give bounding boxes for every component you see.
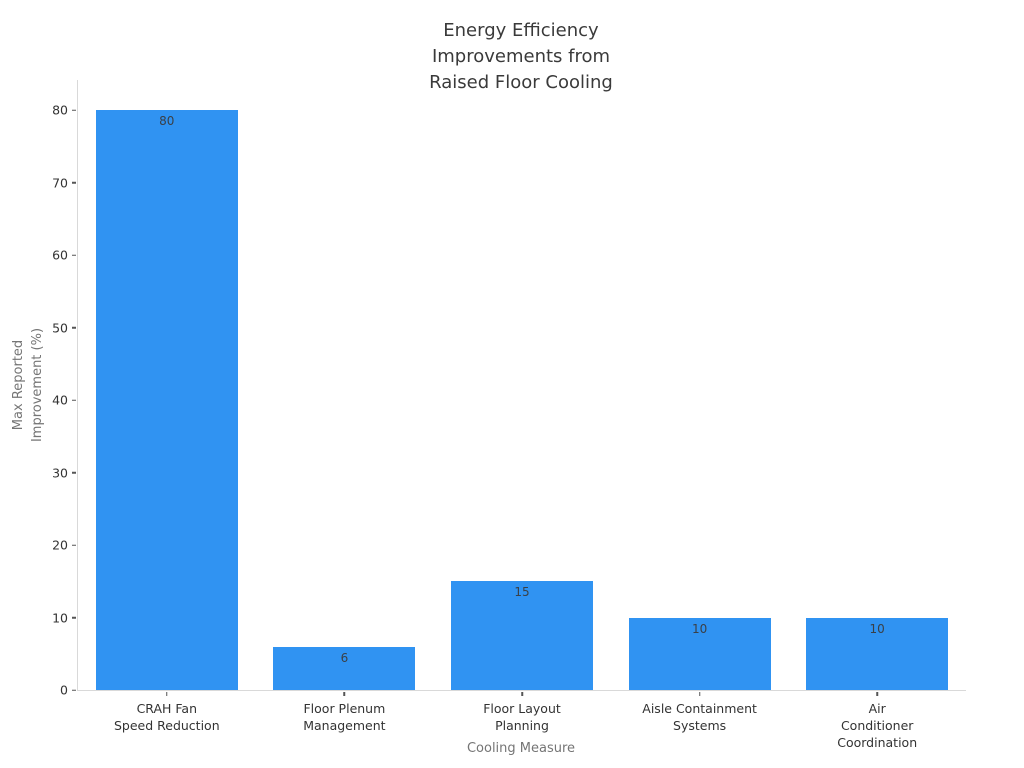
y-tick-mark: [72, 689, 76, 691]
bar-value-label: 15: [514, 585, 530, 600]
x-axis-label: Cooling Measure: [466, 741, 576, 756]
y-tick-label: 20: [52, 537, 68, 553]
plot-area: 0 10 20 30 40 50 60 70 80 80 CRAH Fan Speed Reduct…: [52, 80, 966, 750]
bar: 80: [95, 110, 238, 690]
x-tick-mark: [698, 692, 701, 696]
x-tick-mark: [166, 692, 168, 696]
y-axis-label: Max Reported Improvement (%): [11, 327, 45, 443]
bar-value-label: 10: [869, 621, 885, 636]
y-tick-mark: [72, 109, 76, 111]
y-tick-mark: [72, 254, 76, 256]
y-tick-mark: [72, 544, 76, 546]
y-tick-mark: [72, 181, 76, 184]
y-tick-mark: [72, 616, 76, 619]
y-tick-label: 50: [52, 320, 68, 335]
y-tick-label: 40: [52, 392, 68, 408]
chart-title: Energy Efficiency Improvements from Rais…: [429, 20, 613, 93]
bar-value-label: 80: [159, 114, 175, 128]
x-tick-label: Floor Plenum Management: [303, 701, 386, 733]
y-tick-label: 30: [52, 465, 68, 480]
bar-value-label: 6: [340, 650, 349, 665]
x-tick-mark: [521, 692, 523, 696]
x-tick-label: CRAH Fan Speed Reduction: [113, 701, 220, 733]
bar: 15: [450, 581, 594, 690]
x-tick-mark: [876, 692, 878, 696]
x-tick-label: Air Conditioner Coordination: [837, 701, 918, 750]
x-tick-mark: [343, 692, 346, 696]
y-tick-mark: [72, 471, 76, 474]
y-tick-label: 80: [52, 102, 68, 118]
y-tick-label: 10: [52, 610, 68, 625]
x-tick-label: Aisle Containment Systems: [642, 701, 757, 733]
y-tick-mark: [72, 399, 76, 401]
bar-value-label: 10: [691, 621, 708, 636]
bar: 10: [628, 617, 771, 690]
y-tick-label: 0: [60, 682, 68, 698]
y-tick-mark: [72, 326, 76, 329]
x-tick-label: Floor Layout Planning: [483, 701, 561, 733]
bar: 6: [273, 646, 416, 690]
y-tick-label: 70: [52, 175, 68, 190]
y-tick-label: 60: [52, 247, 68, 263]
bar: 10: [806, 617, 949, 690]
